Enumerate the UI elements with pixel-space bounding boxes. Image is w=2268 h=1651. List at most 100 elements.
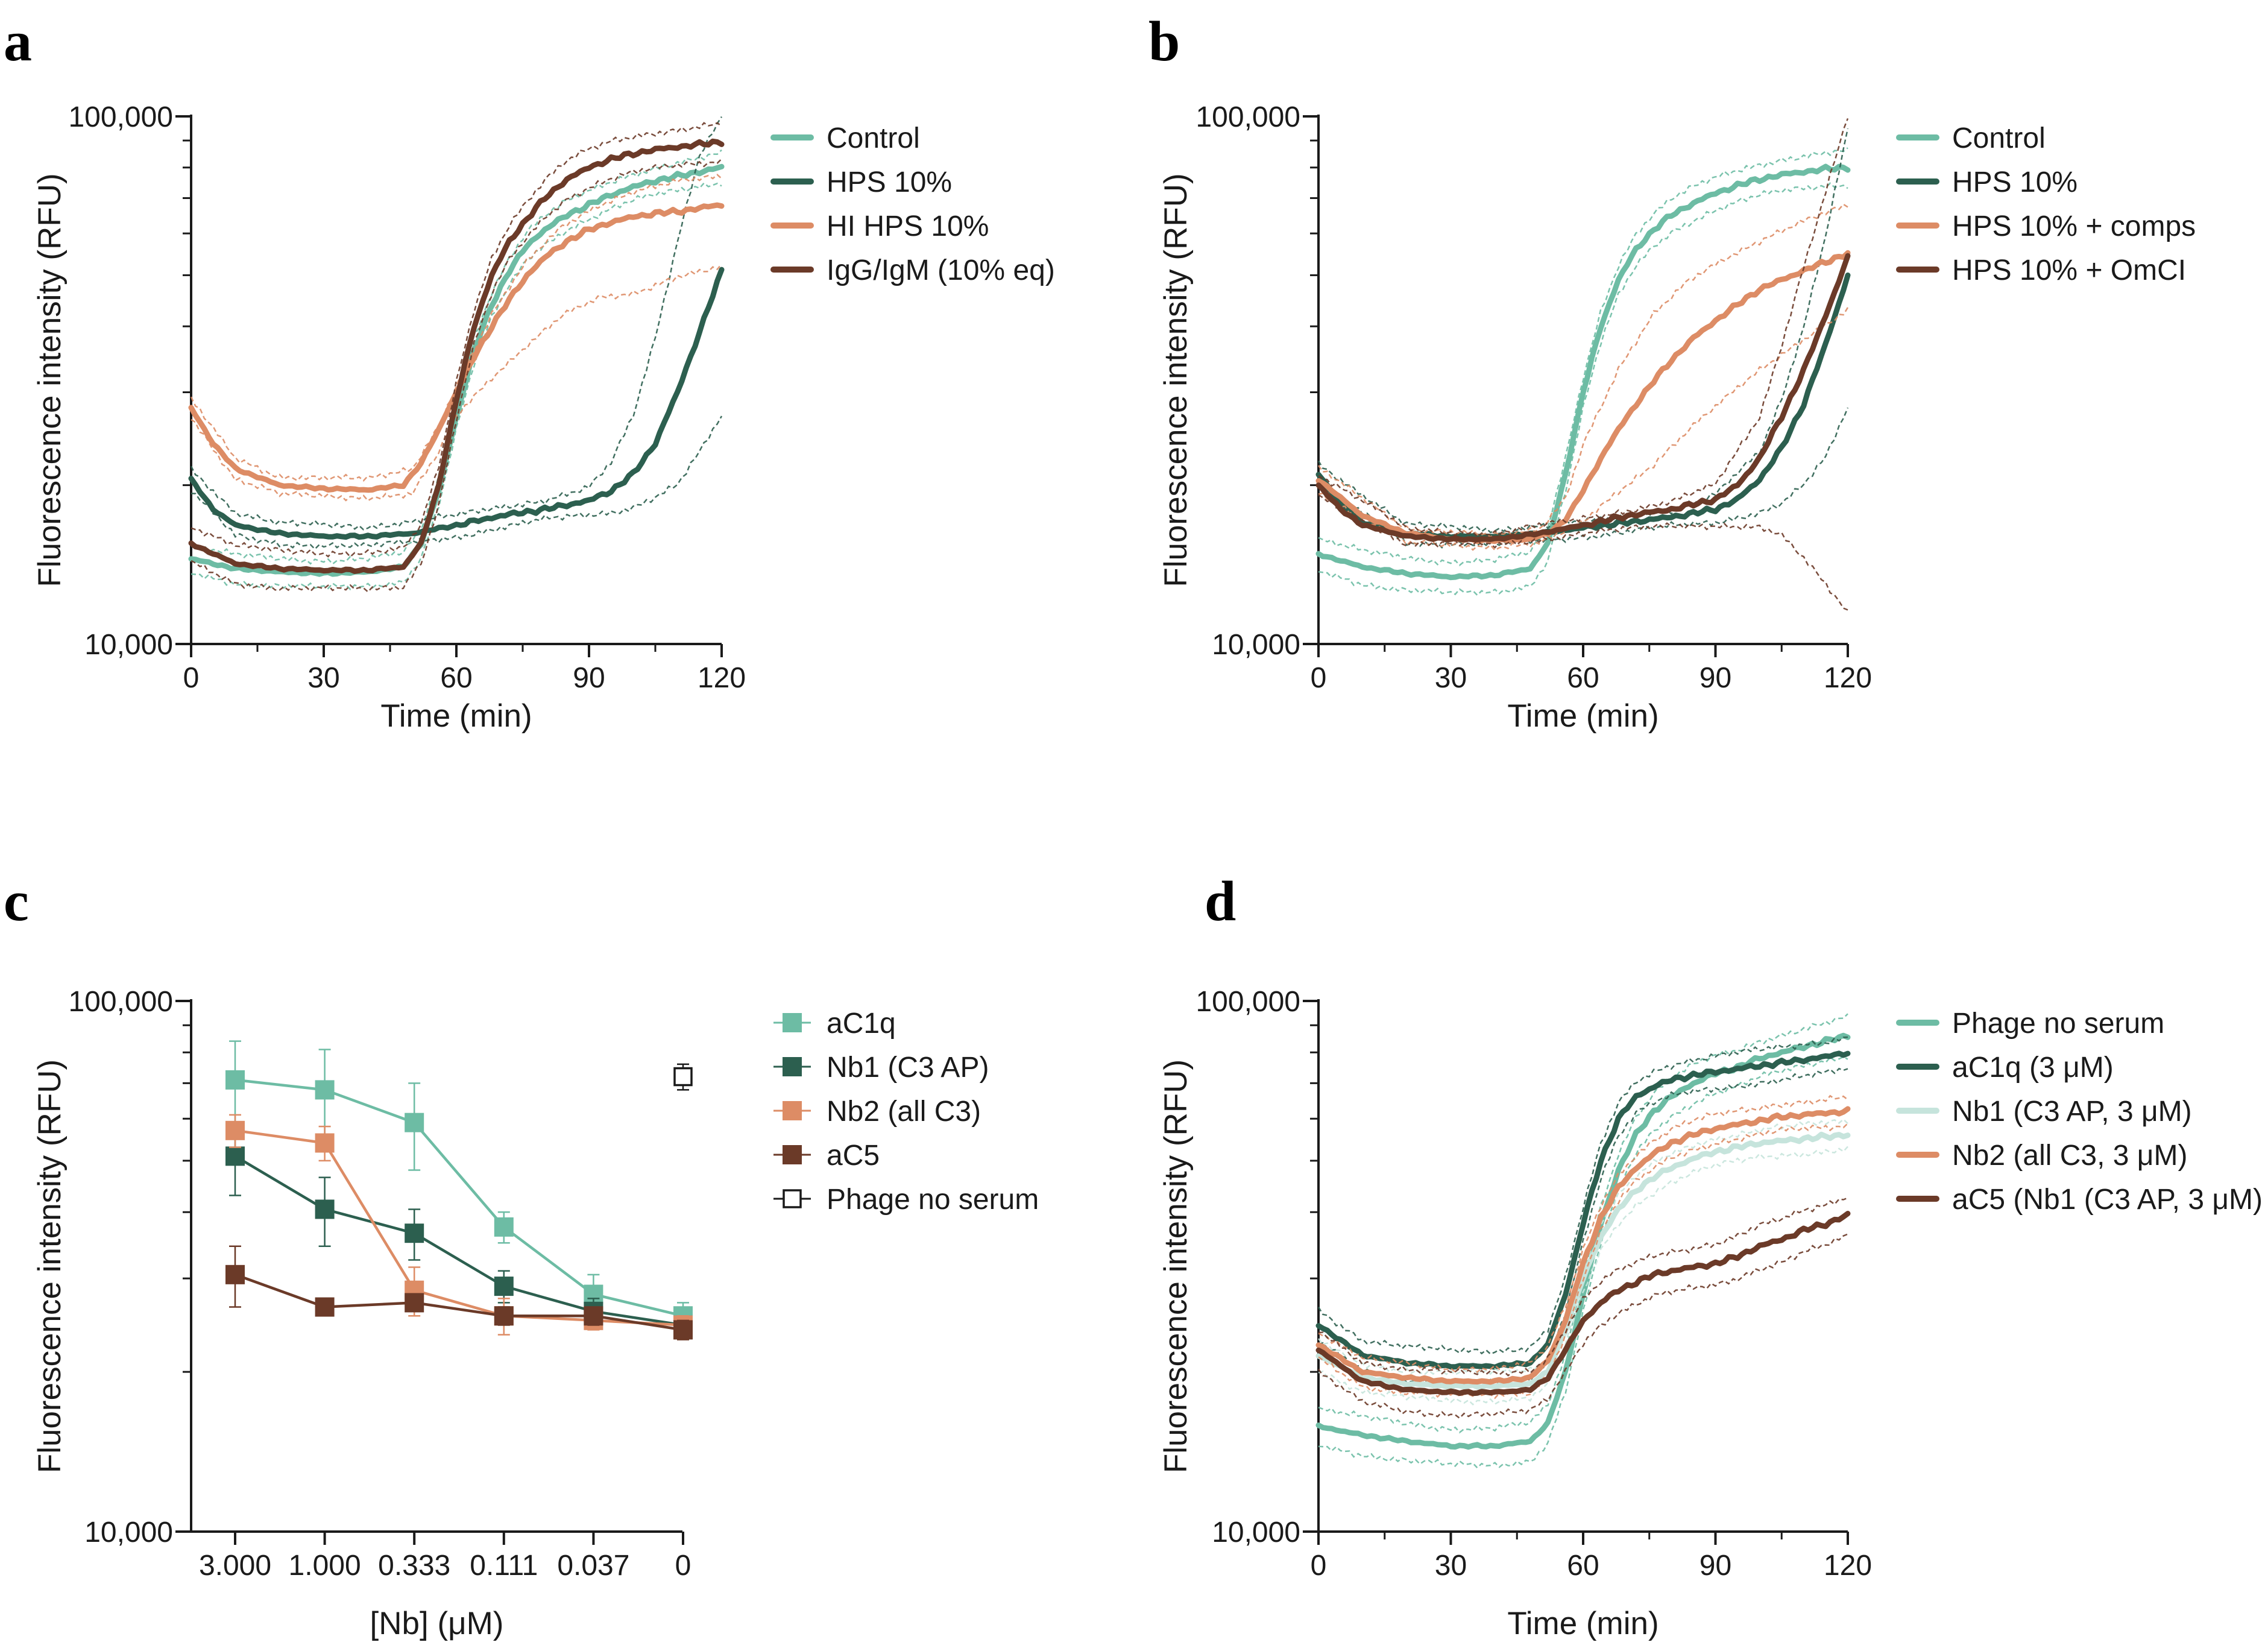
series-band-upper [1318,118,1849,538]
series-band-upper [1318,147,1848,567]
series-band-lower [1317,1233,1848,1419]
data-point-marker [405,1223,424,1243]
y-tick-label: 100,000 [68,986,173,1018]
x-tick-label: 30 [1435,662,1467,694]
series-line [1315,1106,1851,1385]
panel-a: a 10,000 100,000 Fluorescence intensity (RF… [4,10,1055,734]
data-point-marker [494,1306,514,1326]
series-band-upper [190,116,723,531]
series-band-upper [190,174,722,482]
data-point-marker [673,1067,693,1087]
legend-label: IgG/IgM (10% eq) [827,254,1055,286]
data-point-marker [405,1113,424,1132]
legend-label: aC1q [827,1008,896,1040]
series-band-upper [1317,1036,1848,1355]
y-tick-label: 10,000 [84,1517,173,1548]
legend-label: Nb1 (C3 AP, 3 μM) [1952,1096,2192,1128]
legend-label: Control [1952,122,2046,154]
panel-letter: c [4,870,29,933]
x-tick-label: 0.037 [557,1550,629,1582]
series-band-lower [1318,182,1848,596]
x-tick-label: 0 [1311,1550,1327,1582]
series-band-upper [191,122,722,558]
data-point-marker [673,1320,693,1340]
x-axis-title: Time (min) [1507,698,1658,734]
panel-letter: d [1205,870,1236,933]
legend-label: HPS 10% + comps [1952,210,2196,242]
series-band-lower [1318,407,1849,549]
series-band-lower [1318,307,1849,552]
y-axis-title: Fluorescence intensity (RFU) [32,173,68,587]
x-tick-label: 30 [307,662,339,694]
series-line [235,1273,684,1331]
panel-letter: b [1148,10,1180,73]
series-band-lower [1318,494,1848,611]
legend-label: aC5 (Nb1 (C3 AP, 3 μM) [1952,1184,2263,1216]
x-tick-label: 3.000 [199,1550,271,1582]
data-point-marker [584,1306,603,1326]
legend-swatch-marker [783,1145,802,1164]
series-line [1315,1050,1851,1370]
legend-label: aC5 [827,1140,880,1172]
series-line [188,267,725,540]
series-band-upper [1317,128,1849,534]
x-tick-label: 0 [183,662,200,694]
x-tick-label: 90 [573,662,605,694]
panel-c: c 10,000 100,000 Fluorescence intensity (RF… [4,870,1039,1641]
series-line [188,138,725,574]
series-band-lower [191,182,722,591]
x-tick-label: 0.111 [470,1550,538,1582]
x-tick-label: 0 [675,1550,691,1582]
x-tick-label: 0 [1311,662,1327,694]
y-axis-title: Fluorescence intensity (RFU) [1158,1059,1194,1473]
series-line [1315,1032,1851,1450]
y-tick-label: 10,000 [84,629,173,661]
legend-label: Nb2 (all C3, 3 μM) [1952,1140,2187,1172]
series-band-lower [191,158,722,593]
legend-label: aC1q (3 μM) [1952,1052,2114,1084]
y-tick-label: 10,000 [1212,1517,1300,1548]
y-tick-label: 100,000 [1195,101,1300,133]
data-point-marker [315,1080,335,1100]
x-axis-title: Time (min) [1507,1606,1658,1641]
series-band-lower [1318,1146,1848,1406]
x-tick-label: 1.000 [289,1550,361,1582]
series-line [1315,1211,1851,1397]
x-tick-label: 60 [440,662,472,694]
panel-d: d 10,000 100,000 Fluorescence intensity (RF… [1158,870,2263,1641]
x-tick-label: 30 [1435,1550,1467,1582]
x-axis-title: [Nb] (μM) [370,1606,504,1641]
x-tick-label: 60 [1567,662,1599,694]
series-band-lower [1318,1123,1848,1400]
y-tick-label: 10,000 [1212,629,1300,661]
legend-label: HPS 10% [827,166,952,198]
data-point-marker [494,1217,514,1237]
series-line [188,202,725,493]
legend-label: Phage no serum [1952,1008,2164,1040]
x-tick-label: 120 [698,662,746,694]
data-point-marker [315,1199,335,1219]
y-axis-title: Fluorescence intensity (RFU) [1158,173,1194,587]
data-point-marker [225,1146,245,1166]
series-line [188,163,725,577]
x-tick-label: 0.333 [378,1550,450,1582]
y-tick-label: 100,000 [1195,986,1300,1018]
data-point-marker [225,1264,245,1284]
data-point-marker [225,1070,245,1090]
x-tick-label: 90 [1699,662,1731,694]
data-point-marker [315,1133,335,1153]
data-point-marker [225,1120,245,1140]
data-point-marker [405,1293,424,1313]
series-band-upper [1318,1013,1848,1434]
legend-swatch-marker [783,1101,802,1120]
series-line [235,1129,684,1327]
legend-label: HI HPS 10% [827,210,989,242]
legend-swatch-marker [783,1057,802,1076]
series-band-lower [1318,1056,1848,1469]
legend-label: HPS 10% [1952,166,2077,198]
x-tick-label: 90 [1699,1550,1731,1582]
x-tick-label: 120 [1824,662,1872,694]
data-point-marker [315,1297,335,1317]
series-line [235,1078,684,1318]
